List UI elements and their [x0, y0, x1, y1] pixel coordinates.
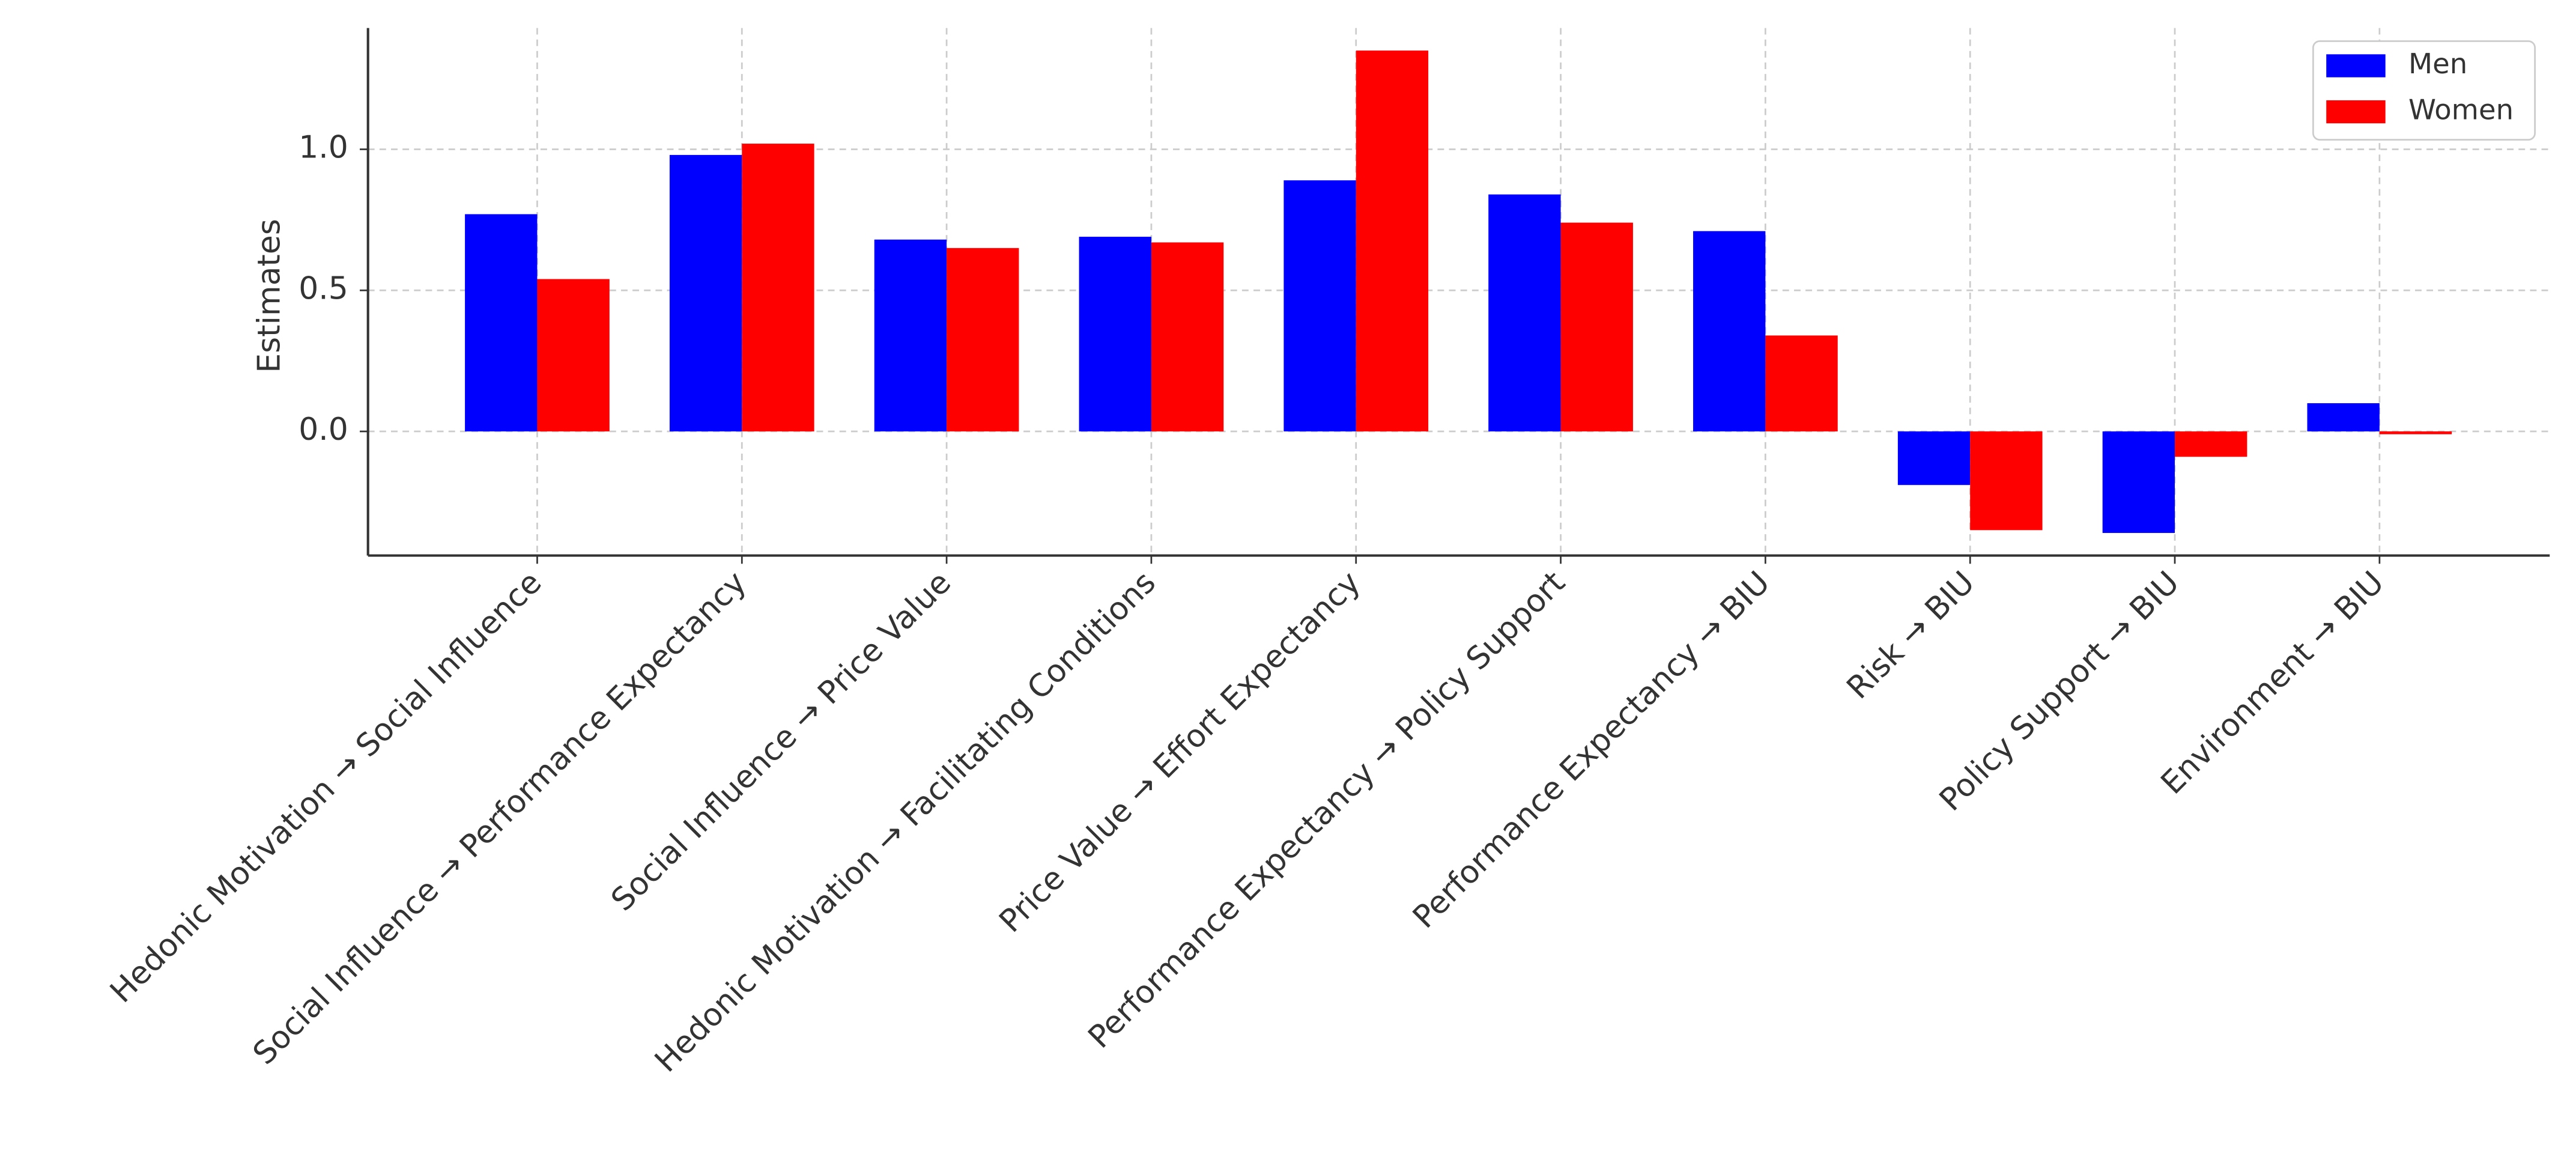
legend-swatch — [2326, 54, 2386, 78]
bar — [2102, 431, 2175, 534]
legend-label: Men — [2408, 47, 2467, 80]
bar — [1970, 431, 2043, 531]
bar — [1283, 180, 1356, 432]
x-tick-label: Policy Support → BIU — [1933, 565, 2186, 818]
x-tick-label: Performance Expectancy → BIU — [1406, 565, 1777, 935]
bar — [1765, 335, 1838, 432]
bar — [1079, 237, 1151, 432]
bar — [874, 239, 947, 432]
x-tick-label: Environment → BIU — [2154, 565, 2391, 801]
x-tick-label: Risk → BIU — [1840, 565, 1982, 707]
bar — [2175, 431, 2247, 457]
bar — [669, 154, 742, 432]
bar — [2307, 403, 2380, 432]
x-tick-label: Performance Expectancy → Policy Support — [1082, 565, 1572, 1056]
bar — [2379, 431, 2452, 434]
bar — [1356, 50, 1429, 432]
x-tick-label: Price Value → Effort Expectancy — [993, 565, 1368, 940]
x-tick-label: Social Influence → Performance Expectanc… — [246, 565, 753, 1072]
y-axis-label: Estimates — [251, 219, 287, 373]
legend-label: Women — [2408, 94, 2514, 126]
x-tick-label: Social Influence → Price Value — [604, 565, 958, 919]
y-tick-label: 0.5 — [299, 270, 348, 306]
bar — [1897, 431, 1971, 485]
bar — [1560, 222, 1633, 432]
y-tick-label: 0.0 — [299, 412, 348, 448]
legend-swatch — [2326, 100, 2386, 124]
bar — [1488, 194, 1561, 432]
bar — [537, 279, 610, 432]
y-tick-label: 1.0 — [299, 129, 348, 165]
bar — [1151, 242, 1224, 432]
bar — [465, 214, 538, 432]
bar — [1693, 231, 1766, 432]
bar — [947, 248, 1019, 432]
x-tick-label: Hedonic Motivation → Social Influence — [103, 565, 548, 1010]
legend: Men Women — [2312, 40, 2536, 141]
bar — [742, 144, 814, 432]
